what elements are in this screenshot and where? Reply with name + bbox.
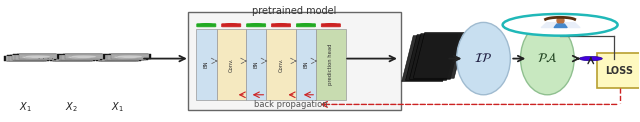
Ellipse shape [71, 55, 97, 58]
FancyBboxPatch shape [17, 54, 59, 59]
Ellipse shape [65, 56, 90, 59]
FancyBboxPatch shape [321, 24, 340, 27]
FancyBboxPatch shape [101, 56, 140, 61]
FancyBboxPatch shape [108, 55, 146, 60]
FancyBboxPatch shape [597, 53, 640, 88]
FancyBboxPatch shape [58, 55, 97, 60]
Ellipse shape [116, 55, 143, 58]
FancyBboxPatch shape [63, 54, 105, 59]
FancyBboxPatch shape [52, 56, 90, 61]
Circle shape [579, 56, 602, 61]
Text: BN: BN [303, 61, 308, 68]
FancyBboxPatch shape [13, 54, 56, 60]
FancyBboxPatch shape [98, 56, 136, 61]
Text: Conv.: Conv. [278, 57, 284, 72]
FancyBboxPatch shape [216, 29, 246, 100]
Ellipse shape [520, 22, 574, 95]
FancyBboxPatch shape [55, 56, 93, 61]
Text: back propagation: back propagation [255, 100, 328, 109]
FancyBboxPatch shape [266, 29, 296, 100]
FancyBboxPatch shape [109, 54, 151, 59]
FancyBboxPatch shape [221, 24, 241, 27]
Polygon shape [410, 34, 462, 79]
FancyBboxPatch shape [316, 29, 346, 100]
FancyBboxPatch shape [99, 55, 141, 61]
Ellipse shape [107, 56, 133, 60]
Text: $\mathcal{IP}$: $\mathcal{IP}$ [474, 52, 493, 65]
FancyBboxPatch shape [104, 55, 143, 60]
FancyBboxPatch shape [188, 12, 401, 110]
Ellipse shape [12, 57, 38, 60]
FancyBboxPatch shape [296, 29, 316, 100]
Text: BN: BN [253, 61, 259, 68]
FancyBboxPatch shape [96, 56, 138, 61]
Ellipse shape [68, 56, 93, 59]
FancyBboxPatch shape [12, 55, 51, 60]
FancyBboxPatch shape [106, 54, 148, 60]
FancyBboxPatch shape [4, 56, 46, 61]
Text: pretrained model: pretrained model [252, 5, 337, 15]
FancyBboxPatch shape [50, 56, 92, 61]
FancyBboxPatch shape [246, 24, 266, 27]
Ellipse shape [15, 56, 41, 60]
FancyBboxPatch shape [102, 55, 145, 60]
Ellipse shape [61, 56, 87, 60]
Polygon shape [406, 35, 458, 80]
Polygon shape [413, 32, 466, 78]
FancyBboxPatch shape [296, 24, 316, 27]
FancyBboxPatch shape [111, 54, 149, 59]
FancyBboxPatch shape [65, 54, 103, 59]
FancyBboxPatch shape [196, 29, 216, 100]
Ellipse shape [113, 56, 140, 59]
Ellipse shape [22, 56, 47, 59]
Ellipse shape [110, 56, 136, 59]
Circle shape [502, 14, 618, 36]
FancyBboxPatch shape [61, 55, 100, 60]
Polygon shape [402, 36, 454, 81]
FancyBboxPatch shape [196, 24, 216, 27]
Ellipse shape [19, 56, 44, 59]
Ellipse shape [58, 57, 84, 60]
FancyBboxPatch shape [15, 55, 54, 60]
FancyBboxPatch shape [246, 29, 266, 100]
Ellipse shape [104, 57, 130, 60]
Text: Conv.: Conv. [228, 57, 234, 72]
Text: $X_2$: $X_2$ [65, 100, 77, 114]
FancyBboxPatch shape [9, 56, 47, 61]
Text: $X_1$: $X_1$ [19, 100, 31, 114]
FancyBboxPatch shape [60, 54, 102, 60]
FancyBboxPatch shape [6, 56, 44, 61]
Ellipse shape [25, 55, 51, 58]
FancyBboxPatch shape [56, 55, 99, 60]
Text: · · · · ·: · · · · · [38, 56, 58, 62]
Text: $X_1$: $X_1$ [111, 100, 124, 114]
Text: $\mathcal{PA}$: $\mathcal{PA}$ [537, 52, 557, 65]
Text: BN: BN [204, 61, 209, 68]
Ellipse shape [457, 22, 510, 95]
FancyBboxPatch shape [7, 55, 49, 61]
Text: LOSS: LOSS [605, 66, 634, 76]
FancyBboxPatch shape [19, 54, 57, 59]
FancyBboxPatch shape [271, 24, 291, 27]
FancyBboxPatch shape [10, 55, 52, 60]
Text: prediction head: prediction head [328, 44, 333, 85]
FancyBboxPatch shape [53, 55, 95, 61]
